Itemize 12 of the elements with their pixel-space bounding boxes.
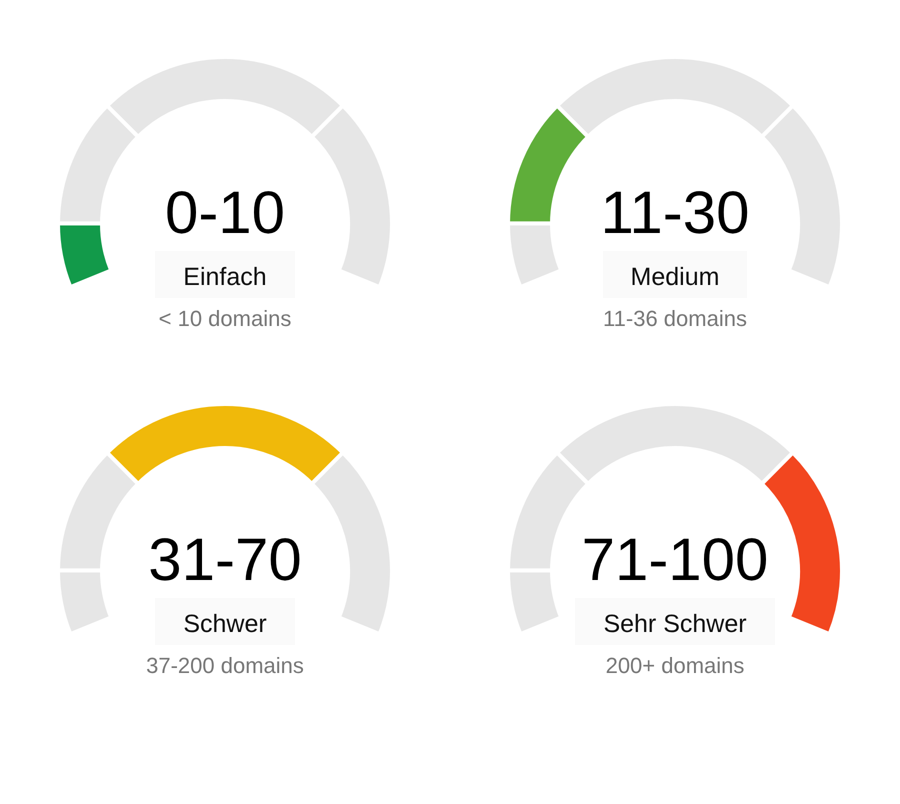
text: 200+ domains — [604, 653, 746, 678]
text: 11-30 — [599, 179, 750, 246]
text: Sehr Schwer — [575, 598, 775, 645]
text: Medium — [602, 250, 748, 298]
text: 71-100 — [580, 526, 770, 594]
text: 31-70 — [147, 526, 303, 594]
text: 11-36 domains — [602, 306, 748, 332]
text: Schwer — [155, 598, 295, 645]
text: 0-10 — [164, 179, 286, 246]
text: 37-200 domains — [145, 653, 305, 678]
text: < 10 domains — [158, 306, 292, 332]
text: Einfach — [155, 250, 295, 298]
